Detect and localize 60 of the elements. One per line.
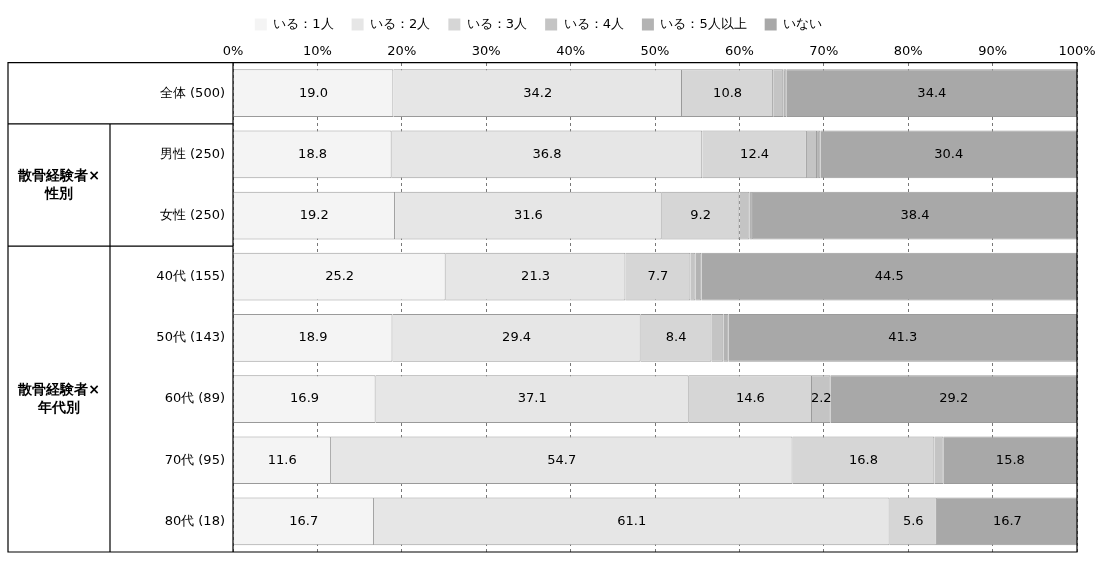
legend-label: いる：2人 <box>370 15 431 31</box>
data-label: 10.8 <box>713 84 743 100</box>
legend-label: いる：5人以上 <box>660 15 747 31</box>
data-label: 8.4 <box>665 329 687 345</box>
x-tick-label: 0% <box>222 43 244 59</box>
y-tick-label: 女性 (250) <box>159 206 225 222</box>
x-tick-label: 20% <box>387 43 417 59</box>
data-label: 14.6 <box>735 390 765 406</box>
x-tick-label: 100% <box>1058 43 1096 59</box>
data-label: 12.4 <box>740 145 770 161</box>
data-label: 16.7 <box>992 512 1022 528</box>
data-label: 11.6 <box>267 451 297 467</box>
text: 散骨経験者×性別 <box>17 166 100 201</box>
data-label: 29.2 <box>939 390 969 406</box>
data-label: 7.7 <box>647 268 669 284</box>
data-label: 16.7 <box>289 512 319 528</box>
data-label: 16.9 <box>290 390 320 406</box>
data-label: 21.3 <box>521 268 551 284</box>
x-tick-label: 80% <box>893 43 923 59</box>
data-label: 29.4 <box>502 329 532 345</box>
data-label: 25.2 <box>325 268 355 284</box>
x-tick-label: 90% <box>978 43 1008 59</box>
data-label: 16.8 <box>848 451 878 467</box>
data-label: 5.6 <box>902 512 924 528</box>
x-tick-label: 10% <box>302 43 332 59</box>
data-label: 9.2 <box>690 206 711 222</box>
data-label: 36.8 <box>532 145 562 161</box>
y-tick-label: 50代 (143) <box>156 329 225 345</box>
y-tick-label: 全体 (500) <box>159 84 225 100</box>
x-tick-label: 60% <box>724 43 754 59</box>
data-label: 2.2 <box>810 390 832 406</box>
data-label: 19.0 <box>298 84 328 100</box>
text: 散骨経験者×年代別 <box>17 380 100 415</box>
data-label: 18.9 <box>298 329 328 345</box>
data-label: 15.8 <box>995 451 1025 467</box>
y-tick-label: 40代 (155) <box>156 268 225 284</box>
x-tick-label: 50% <box>640 43 670 59</box>
data-label: 61.1 <box>617 512 647 528</box>
data-label: 18.8 <box>298 145 328 161</box>
data-label: 34.2 <box>523 84 553 100</box>
y-tick-label: 60代 (89) <box>164 390 225 406</box>
data-label: 34.4 <box>917 84 947 100</box>
x-tick-label: 70% <box>809 43 839 59</box>
data-label: 44.5 <box>874 268 904 284</box>
x-tick-label: 40% <box>556 43 586 59</box>
legend-label: いない <box>783 15 823 31</box>
legend-label: いる：4人 <box>563 15 624 31</box>
data-label: 41.3 <box>888 329 918 345</box>
data-label: 37.1 <box>517 390 547 406</box>
data-label: 30.4 <box>934 145 964 161</box>
x-tick-label: 30% <box>471 43 501 59</box>
y-tick-label: 70代 (95) <box>164 451 225 467</box>
data-label: 54.7 <box>547 451 577 467</box>
legend-label: いる：1人 <box>273 15 334 31</box>
data-label: 38.4 <box>900 206 930 222</box>
y-tick-label: 男性 (250) <box>159 145 225 161</box>
y-tick-label: 80代 (18) <box>164 512 225 528</box>
data-label: 19.2 <box>299 206 329 222</box>
data-label: 31.6 <box>513 206 543 222</box>
legend-label: いる：3人 <box>466 15 528 31</box>
